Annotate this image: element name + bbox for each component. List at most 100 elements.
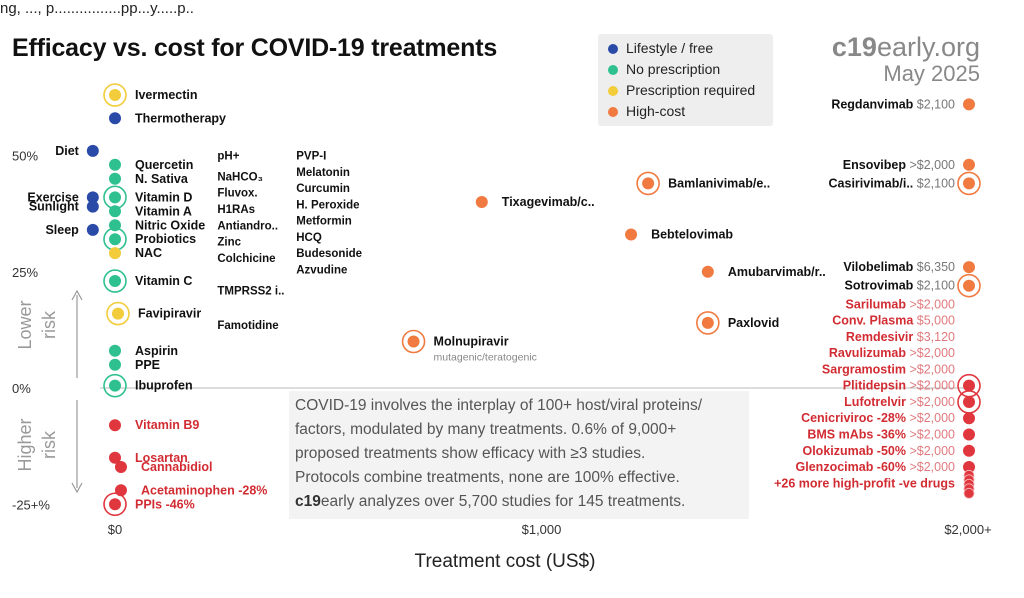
y-tick-label: -25+% [12,497,50,512]
x-tick-label: $1,000 [522,522,562,537]
y-label-higher-risk: risk [39,430,59,459]
legend-dot-high-cost [608,107,618,117]
point-label: Vitamin B9 [135,418,199,432]
right-label: Vilobelimab $6,350 [843,260,955,274]
arrow-down-head [71,482,83,494]
right-label: Casirivimab/i.. $2,100 [829,176,956,190]
right-label-price: >$2,000 [906,444,955,458]
point-label: Vitamin D [135,190,192,204]
right-point [963,261,975,274]
point-bamlanivimab-e--ring [636,171,660,196]
point-label: Tixagevimab/c.. [502,195,595,209]
point-label: Amubarvimab/r.. [728,265,826,279]
right-label-price: >$2,000 [906,460,955,474]
point-label: N. Sativa [135,172,189,186]
right-label-name: Sargramostim [822,362,906,376]
x-tick-label: $0 [108,522,122,537]
right-label: Remdesivir $3,120 [846,330,955,344]
point-bamlanivimab-e- [642,177,655,190]
point-label: PPE [135,358,160,372]
treatment-label: Zinc [217,237,241,249]
treatment-label: Melatonin [296,167,350,179]
right-label: Glenzocimab -60% >$2,000 [796,460,956,474]
point-nac [109,247,121,260]
right-label-name: Vilobelimab [843,260,913,274]
right-label-price: >$2,000 [906,346,955,360]
right-label: Olokizumab -50% >$2,000 [802,444,955,458]
right-label-name: Cenicriviroc -28% [801,411,906,425]
point-label: Bebtelovimab [651,228,733,242]
treatment-label: Azvudine [296,264,347,276]
right-label: Sargramostim >$2,000 [822,362,955,376]
right-label: Regdanvimab $2,100 [831,97,955,111]
right-label: Cenicriviroc -28% >$2,000 [801,411,955,425]
arrow-up-head [71,289,83,301]
right-label: +26 more high-profit -ve drugs [774,476,955,490]
legend-dot-lifestyle [608,44,618,54]
treatment-label: HCQ [296,232,322,244]
point-ppis-ring [103,492,127,517]
right-label-name: Glenzocimab -60% [796,460,906,474]
right-label: Ravulizumab >$2,000 [829,346,955,360]
brand-site-rest: early.org [876,32,980,62]
point-label: Paxlovid [728,316,779,330]
annotation-line-rest: early analyzes over 5,700 studies for 14… [320,493,686,510]
legend-dot-no-prescription [608,65,618,75]
point-label: Aspirin [135,344,178,358]
point-molnupiravir-ring [401,329,426,354]
right-label-name: Conv. Plasma [832,314,914,328]
treatment-label: Budesonide [296,248,362,260]
y-tick-label: 25% [12,265,38,280]
right-point [963,444,975,457]
brand-site: c19early.org [832,32,980,62]
treatment-label: PVP-I [296,151,326,163]
point-ibuprofen-ring [103,373,127,398]
right-label-price: $2,100 [913,97,955,111]
right-label-name: Sotrovimab [845,279,914,293]
point-favipiravir [111,307,124,320]
point-label: Bamlanivimab/e.. [668,176,770,190]
right-label-price: >$2,000 [906,428,955,442]
point-diet [86,144,99,157]
right-label: Lufotrelvir >$2,000 [844,395,955,409]
right-point [963,379,975,392]
treatment-label: Curcumin [296,183,350,195]
point-label: Sunlight [29,200,80,214]
right-label-price: >$2,000 [906,379,955,393]
point-label: Losartan [135,451,188,465]
annotation-brand-bold: c19 [295,493,321,510]
point-amubarvimab-r- [701,265,714,278]
right-label-price: $6,350 [913,260,955,274]
right-point [963,98,975,111]
point-tixagevimab-c- [475,196,488,208]
point-sublabel: mutagenic/teratogenic [434,352,537,364]
legend: Lifestyle / free No prescription Prescri… [598,34,773,126]
right-point [963,461,975,474]
point-paxlovid-ring [696,311,720,335]
annotation-line: proposed treatments show efficacy with ≥… [295,445,646,462]
right-label-name: Remdesivir [846,330,914,344]
legend-label: Prescription required [626,82,756,98]
treatment-label: Colchicine [217,253,275,265]
treatment-label: pH+ [217,151,239,163]
right-label-price: $2,100 [913,176,955,190]
right-label-name: Ensovibep [843,158,907,172]
point-label: Sleep [45,223,79,237]
right-label: Ensovibep >$2,000 [843,158,955,172]
point-label: PPIs -46% [135,497,195,511]
treatment-label: H. Peroxide [296,199,359,211]
right-point [963,177,975,190]
point-label: Nitric Oxide [135,218,205,232]
right-label-name: Sarilumab [846,297,907,311]
y-label-lower-risk: risk [39,310,59,339]
right-point-ring [957,171,981,196]
right-point [963,158,975,171]
point-label: Ibuprofen [135,379,193,393]
annotation-line: factors, modulated by many treatments. 0… [295,421,677,438]
legend-label: No prescription [626,61,721,77]
point-label: Vitamin C [135,274,192,288]
y-label-higher-risk: Higher [15,418,35,471]
point-label: Ivermectin [135,88,198,102]
point-paxlovid [701,316,714,329]
